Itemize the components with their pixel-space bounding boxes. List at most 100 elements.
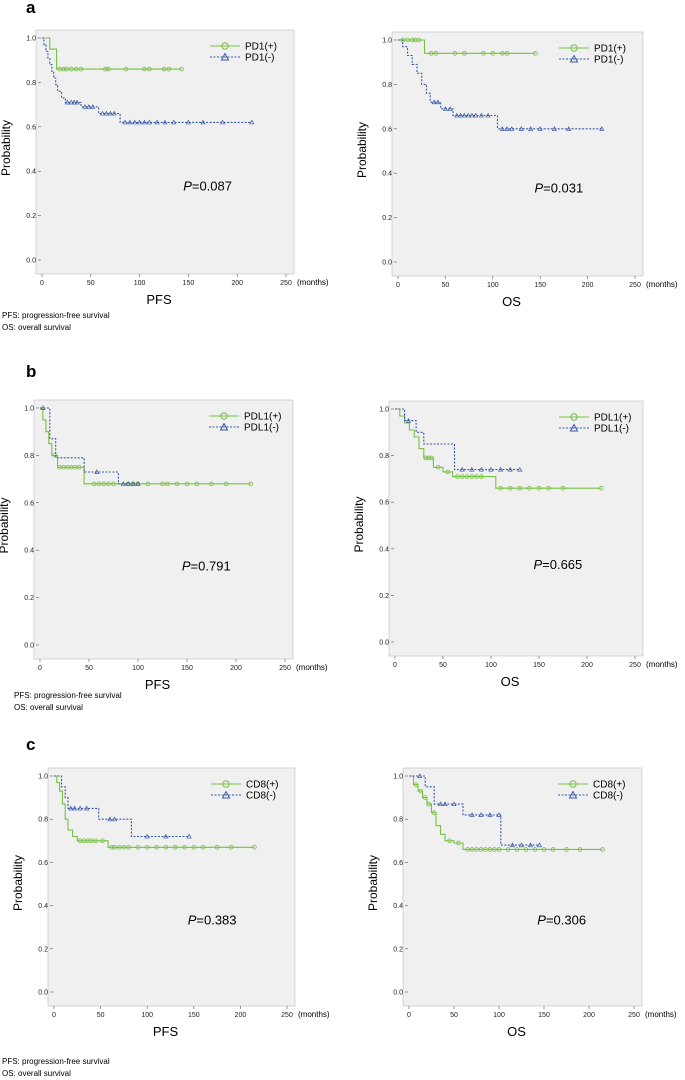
censor-mark-PD1(-) — [137, 119, 143, 125]
y-tick-label: 0.2 — [393, 946, 403, 953]
censor-mark-CD8(+) — [126, 844, 131, 850]
legend-label-PD1(-): PD1(-) — [245, 53, 274, 64]
censor-mark-PDL1(+) — [160, 481, 165, 487]
x-unit-label: (months) — [646, 280, 678, 289]
x-unit-label: (months) — [297, 278, 329, 287]
y-tick-label: 0.4 — [26, 169, 36, 176]
censor-mark-PDL1(+) — [52, 453, 57, 458]
censor-mark-PDL1(+) — [165, 481, 170, 487]
censor-mark-PD1(+) — [103, 66, 108, 72]
censor-mark-PDL1(+) — [455, 474, 460, 479]
censor-mark-PDL1(-) — [498, 466, 504, 472]
censor-mark-CD8(+) — [93, 838, 99, 844]
legend-label-PDL1(+): PDL1(+) — [244, 412, 282, 423]
p-value: P=0.031 — [534, 180, 583, 195]
censor-mark-PDL1(-) — [125, 481, 131, 486]
censor-mark-PD1(-) — [154, 119, 160, 125]
legend-label-PD1(-): PD1(-) — [594, 55, 623, 66]
censor-mark-PD1(-) — [111, 110, 117, 116]
censor-mark-PDL1(+) — [599, 485, 604, 491]
y-tick-label: 0.6 — [26, 124, 36, 131]
censor-mark-CD8(-) — [417, 773, 423, 778]
x-tick-label: 200 — [581, 662, 593, 669]
legend-label-CD8(-): CD8(-) — [246, 791, 276, 802]
censor-mark-PDL1(-) — [40, 405, 46, 410]
censor-mark-CD8(-) — [496, 812, 502, 817]
censor-mark-PDL1(+) — [560, 485, 566, 491]
legend-label-CD8(+): CD8(+) — [246, 780, 279, 791]
x-tick-label: 50 — [450, 1012, 458, 1019]
y-tick-label: 0.2 — [26, 213, 36, 220]
censor-mark-PD1(-) — [447, 106, 453, 111]
x-tick-label: 50 — [85, 665, 93, 672]
censor-mark-CD8(-) — [451, 801, 457, 807]
y-tick-label: 0.0 — [38, 990, 48, 997]
censor-mark-CD8(+) — [487, 847, 493, 852]
legend-label-CD8(-): CD8(-) — [593, 791, 623, 802]
legend-marker-CD8(+) — [222, 780, 230, 788]
censor-mark-CD8(+) — [163, 844, 169, 850]
censor-mark-CD8(-) — [487, 812, 493, 817]
x-tick-label: 150 — [181, 665, 193, 672]
censor-mark-CD8(-) — [442, 801, 448, 807]
censor-mark-PD1(+) — [64, 66, 69, 72]
censor-mark-PDL1(-) — [517, 466, 523, 472]
censor-mark-PDL1(+) — [209, 481, 214, 487]
legend-label-PD1(+): PD1(+) — [594, 44, 626, 55]
censor-mark-CD8(-) — [469, 812, 475, 817]
censor-mark-CD8(-) — [518, 842, 525, 848]
censor-mark-CD8(+) — [135, 844, 141, 850]
censor-mark-PDL1(+) — [517, 485, 523, 491]
footnote-os-c: OS: overall survival — [2, 1069, 71, 1078]
x-tick-label: 150 — [533, 662, 545, 669]
x-tick-label: 0 — [396, 282, 400, 289]
x-tick-label: 0 — [52, 1012, 56, 1019]
censor-mark-PD1(+) — [123, 66, 129, 72]
censor-mark-PD1(-) — [431, 99, 437, 105]
p-value-number: =0.791 — [191, 559, 231, 574]
km-curve-CD8(+) — [409, 775, 603, 850]
footnote-pfs-c: PFS: progression-free survival — [2, 1057, 110, 1066]
y-tick-label: 0.4 — [38, 903, 48, 910]
legend-label-PDL1(-): PDL1(-) — [594, 424, 629, 435]
censor-mark-CD8(+) — [252, 844, 257, 850]
x-tick-label: 50 — [97, 1012, 105, 1019]
y-axis-label: Probability — [0, 120, 13, 176]
censor-mark-PDL1(-) — [130, 481, 136, 486]
km-curve-PD1(+) — [398, 39, 536, 54]
censor-mark-CD8(+) — [426, 801, 432, 807]
censor-mark-PDL1(-) — [507, 466, 513, 472]
censor-mark-PD1(-) — [107, 110, 113, 116]
censor-mark-PD1(-) — [478, 112, 485, 118]
censor-mark-PDL1(+) — [536, 485, 542, 491]
x-axis-label: PFS — [153, 1024, 179, 1039]
footnote-os-a: OS: overall survival — [2, 323, 71, 332]
censor-mark-PDL1(+) — [101, 481, 106, 487]
censor-mark-PD1(+) — [73, 66, 79, 72]
censor-mark-CD8(+) — [496, 847, 502, 852]
x-axis-label: OS — [501, 674, 520, 689]
censor-mark-CD8(+) — [144, 844, 150, 850]
x-tick-label: 50 — [87, 280, 95, 287]
x-unit-label: (months) — [296, 663, 328, 672]
censor-mark-PD1(-) — [99, 110, 106, 116]
censor-mark-PD1(+) — [68, 66, 74, 72]
censor-mark-PD1(-) — [146, 119, 152, 125]
x-tick-label: 150 — [188, 1012, 200, 1019]
censor-mark-PD1(-) — [551, 126, 558, 131]
x-tick-label: 250 — [629, 282, 641, 289]
censor-mark-PD1(+) — [142, 66, 147, 72]
censor-mark-CD8(+) — [514, 847, 520, 852]
censor-mark-CD8(+) — [431, 810, 437, 816]
censor-mark-PDL1(-) — [94, 469, 100, 474]
x-tick-label: 100 — [493, 1012, 505, 1019]
y-tick-label: 0.8 — [393, 817, 403, 824]
censor-mark-CD8(-) — [84, 805, 90, 811]
x-unit-label: (months) — [298, 1010, 330, 1019]
censor-mark-PD1(+) — [78, 66, 84, 72]
censor-mark-PD1(-) — [185, 119, 191, 125]
censor-mark-CD8(-) — [71, 805, 78, 811]
censor-mark-CD8(+) — [172, 844, 178, 850]
censor-mark-PD1(+) — [533, 51, 538, 56]
y-axis-label: Probability — [0, 497, 11, 553]
